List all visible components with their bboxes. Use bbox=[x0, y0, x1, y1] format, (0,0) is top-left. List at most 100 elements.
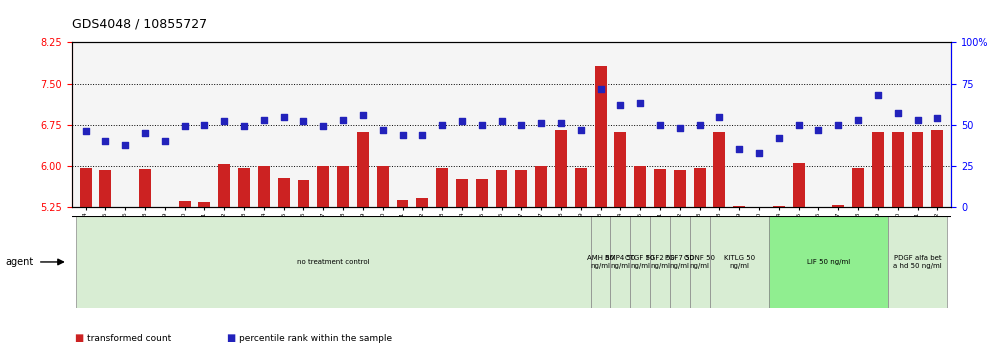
Bar bbox=[535, 166, 547, 207]
Bar bbox=[872, 132, 883, 207]
Point bbox=[454, 119, 470, 124]
Point bbox=[652, 122, 668, 128]
Point bbox=[335, 117, 351, 123]
Bar bbox=[615, 132, 626, 207]
Text: percentile rank within the sample: percentile rank within the sample bbox=[239, 335, 392, 343]
Point bbox=[256, 117, 272, 123]
Point bbox=[751, 150, 767, 156]
Point bbox=[672, 125, 688, 131]
Bar bbox=[238, 167, 250, 207]
Point bbox=[78, 129, 94, 134]
Point bbox=[196, 122, 212, 128]
Bar bbox=[376, 166, 388, 207]
Point bbox=[831, 122, 847, 128]
Bar bbox=[793, 163, 805, 207]
Bar bbox=[611, 216, 630, 308]
Bar bbox=[813, 207, 825, 209]
Bar bbox=[670, 216, 689, 308]
Point bbox=[909, 117, 925, 123]
Bar bbox=[769, 216, 887, 308]
Bar bbox=[456, 178, 468, 207]
Bar bbox=[436, 167, 448, 207]
Text: ■: ■ bbox=[74, 333, 83, 343]
Bar bbox=[476, 178, 488, 207]
Bar bbox=[555, 130, 567, 207]
Point bbox=[573, 127, 589, 132]
Point bbox=[533, 120, 549, 126]
Text: AMH 50
ng/ml: AMH 50 ng/ml bbox=[587, 255, 615, 269]
Point bbox=[374, 127, 390, 132]
Bar bbox=[178, 201, 190, 207]
Point bbox=[870, 92, 885, 98]
Bar bbox=[278, 178, 290, 207]
Bar bbox=[689, 216, 709, 308]
Point bbox=[791, 122, 807, 128]
Bar bbox=[887, 216, 947, 308]
Bar bbox=[709, 216, 769, 308]
Point bbox=[98, 138, 114, 144]
Text: LIF 50 ng/ml: LIF 50 ng/ml bbox=[807, 259, 850, 265]
Point bbox=[394, 132, 410, 137]
Point bbox=[137, 130, 153, 136]
Bar bbox=[575, 167, 587, 207]
Point bbox=[216, 119, 232, 124]
Bar bbox=[713, 132, 725, 207]
Bar bbox=[693, 167, 705, 207]
Bar bbox=[595, 66, 607, 207]
Point bbox=[851, 117, 867, 123]
Bar bbox=[218, 164, 230, 207]
Point bbox=[434, 122, 450, 128]
Point bbox=[276, 114, 292, 119]
Text: ■: ■ bbox=[226, 333, 235, 343]
Bar bbox=[853, 167, 864, 207]
Point bbox=[118, 142, 133, 147]
Point bbox=[613, 102, 628, 108]
Bar bbox=[773, 206, 785, 207]
Bar bbox=[396, 200, 408, 207]
Point bbox=[711, 114, 727, 119]
Point bbox=[296, 119, 312, 124]
Bar bbox=[891, 132, 903, 207]
Bar bbox=[650, 216, 670, 308]
Bar bbox=[120, 207, 131, 209]
Point bbox=[355, 112, 371, 118]
Bar bbox=[318, 166, 330, 207]
Bar bbox=[80, 167, 92, 207]
Text: GDS4048 / 10855727: GDS4048 / 10855727 bbox=[72, 18, 207, 31]
Point bbox=[889, 110, 905, 116]
Point bbox=[414, 132, 430, 137]
Bar bbox=[634, 166, 646, 207]
Bar bbox=[931, 130, 943, 207]
Bar bbox=[630, 216, 650, 308]
Bar bbox=[733, 206, 745, 207]
Bar bbox=[357, 132, 369, 207]
Text: GDNF 50
ng/ml: GDNF 50 ng/ml bbox=[684, 255, 715, 269]
Text: agent: agent bbox=[5, 257, 33, 267]
Point bbox=[553, 120, 569, 126]
Point bbox=[811, 127, 827, 132]
Point bbox=[929, 115, 945, 121]
Bar bbox=[139, 169, 151, 207]
Bar bbox=[100, 170, 112, 207]
Bar bbox=[76, 216, 591, 308]
Text: BMP4 50
ng/ml: BMP4 50 ng/ml bbox=[606, 255, 635, 269]
Bar bbox=[911, 132, 923, 207]
Point bbox=[316, 124, 332, 129]
Point bbox=[731, 147, 747, 152]
Bar bbox=[515, 170, 527, 207]
Text: transformed count: transformed count bbox=[87, 335, 171, 343]
Bar bbox=[654, 169, 666, 207]
Point bbox=[771, 135, 787, 141]
Bar bbox=[674, 170, 686, 207]
Point bbox=[474, 122, 490, 128]
Bar bbox=[496, 170, 508, 207]
Text: FGF2 50
ng/ml: FGF2 50 ng/ml bbox=[645, 255, 674, 269]
Bar bbox=[198, 202, 210, 207]
Bar bbox=[753, 206, 765, 207]
Point bbox=[494, 119, 510, 124]
Text: KITLG 50
ng/ml: KITLG 50 ng/ml bbox=[724, 255, 755, 269]
Point bbox=[593, 86, 609, 91]
Text: FGF7 50
ng/ml: FGF7 50 ng/ml bbox=[665, 255, 694, 269]
Bar bbox=[833, 205, 845, 207]
Point bbox=[513, 122, 529, 128]
